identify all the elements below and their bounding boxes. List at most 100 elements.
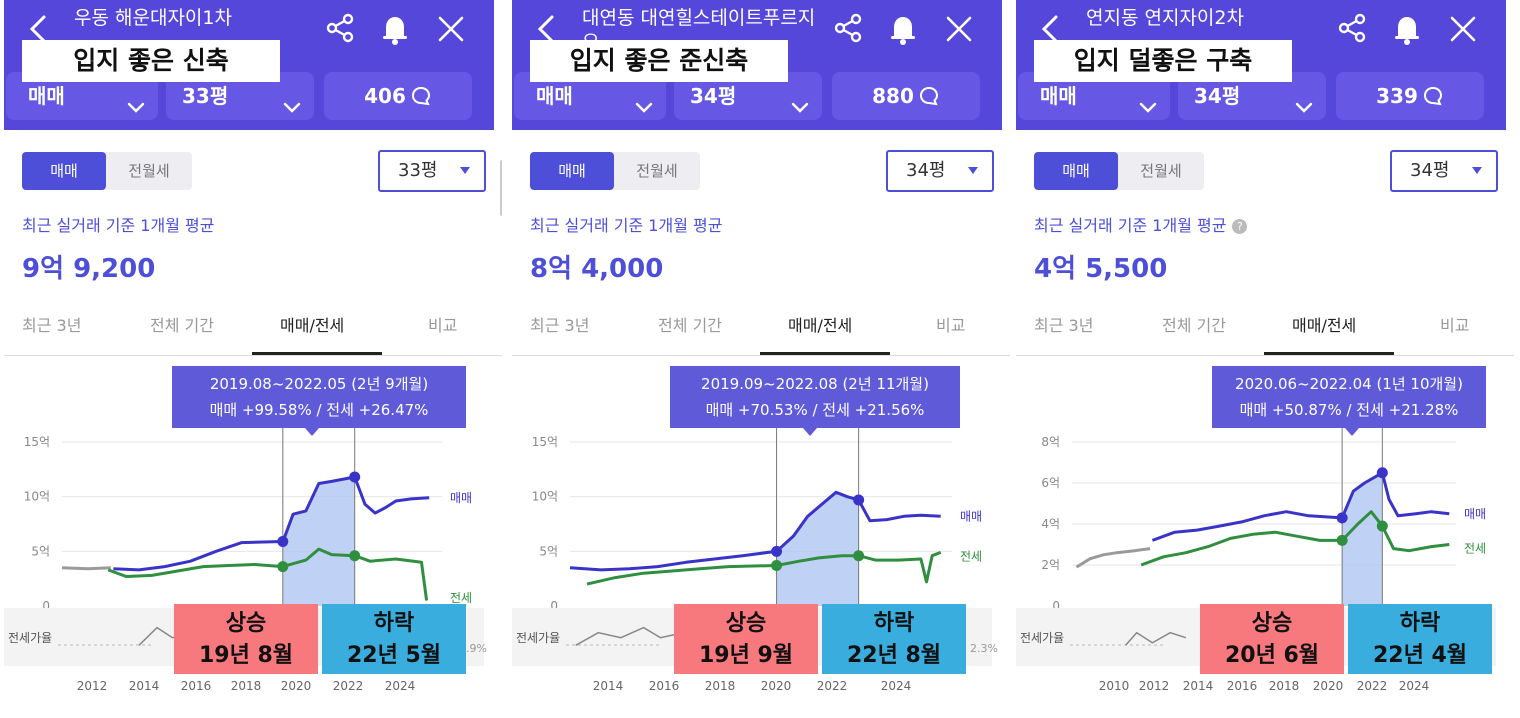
tab-sale[interactable]: 매매 xyxy=(1034,152,1118,190)
tab-sale-jeonse[interactable]: 매매/전세 xyxy=(280,316,345,335)
tab-rent[interactable]: 전월세 xyxy=(1140,162,1182,180)
scrollbar[interactable] xyxy=(500,160,502,216)
pyeong-dropdown-value: 33평 xyxy=(398,160,438,181)
tooltip-arrow xyxy=(1345,428,1359,436)
share-icon[interactable] xyxy=(832,12,864,44)
tooltip-arrow xyxy=(305,428,319,436)
help-icon[interactable]: ? xyxy=(1232,219,1248,234)
period-tooltip: 2019.09~2022.08 (2년 11개월) 매매 +70.53% / 전세… xyxy=(670,366,960,428)
period-tooltip: 2019.08~2022.05 (2년 9개월) 매매 +99.58% / 전세 … xyxy=(172,366,466,428)
jeonse-series-label: 전세 xyxy=(1464,542,1486,556)
x-tick-label: 2018 xyxy=(1269,679,1300,693)
period-marker xyxy=(1376,520,1388,532)
x-tick-label: 2022 xyxy=(1357,679,1388,693)
bell-icon[interactable] xyxy=(378,12,412,46)
fall-title: 하락 xyxy=(873,611,915,636)
close-icon[interactable] xyxy=(436,14,466,44)
tab-sale-jeonse[interactable]: 매매/전세 xyxy=(788,316,853,335)
period-tooltip: 2020.06~2022.04 (1년 10개월) 매매 +50.87% / 전세… xyxy=(1212,366,1486,428)
bell-icon[interactable] xyxy=(1390,12,1424,46)
tab-rent[interactable]: 전월세 xyxy=(128,162,170,180)
jeonse-series-label: 전세 xyxy=(450,591,472,605)
sale-price-line xyxy=(113,475,430,572)
trade-toggle: 매매 전월세 xyxy=(22,152,192,190)
back-chevron-icon[interactable] xyxy=(26,14,52,44)
rise-title: 상승 xyxy=(725,611,767,636)
close-icon[interactable] xyxy=(1448,14,1478,44)
x-tick-label: 2016 xyxy=(649,679,680,693)
rise-period-fill xyxy=(1342,472,1383,606)
back-chevron-icon[interactable] xyxy=(534,14,560,44)
x-tick-label: 2012 xyxy=(1139,679,1170,693)
fall-date: 22년 4월 xyxy=(1372,643,1468,668)
tab-all-period[interactable]: 전체 기간 xyxy=(658,316,722,335)
trade-toggle: 매매 전월세 xyxy=(530,152,700,190)
app-header: 연지동 연지자이2차 매매 34평 339 입지 덜좋은 구축 xyxy=(1016,0,1506,130)
close-icon[interactable] xyxy=(944,14,974,44)
rise-annotation: 상승 20년 6월 xyxy=(1200,604,1344,674)
app-screen-1: 우동 해운대자이1차 매매 33평 406 입지 좋은 신축 매매 전월세 33평 최근 실거래… xyxy=(4,0,502,718)
x-tick-label: 2024 xyxy=(881,679,912,693)
rate-label: 전세가율 xyxy=(8,631,52,645)
y-tick-label: 0 xyxy=(1052,599,1060,613)
rate-label: 전세가율 xyxy=(1020,631,1064,645)
tab-recent-3y[interactable]: 최근 3년 xyxy=(22,316,82,335)
comments-button[interactable]: 406 xyxy=(324,72,472,120)
rise-date: 19년 9월 xyxy=(698,643,794,668)
average-label-row: 최근 실거래 기준 1개월 평균 xyxy=(22,212,214,236)
share-icon[interactable] xyxy=(324,12,356,44)
tab-compare[interactable]: 비교 xyxy=(936,316,966,335)
average-label: 최근 실거래 기준 1개월 평균 xyxy=(22,216,215,235)
y-tick-label: 2억 xyxy=(1041,558,1060,572)
chevron-down-icon xyxy=(282,86,302,113)
share-icon[interactable] xyxy=(1336,12,1368,44)
sale-series-label: 매매 xyxy=(1464,507,1486,521)
tab-all-period[interactable]: 전체 기간 xyxy=(150,316,214,335)
period-marker xyxy=(277,561,289,573)
x-tick-label: 2010 xyxy=(1099,679,1130,693)
y-tick-label: 10억 xyxy=(24,490,50,504)
tab-rent[interactable]: 전월세 xyxy=(636,162,678,180)
tab-sale[interactable]: 매매 xyxy=(22,152,106,190)
location-caption: 입지 좋은 준신축 xyxy=(530,40,788,82)
period-tabs: 최근 3년 전체 기간 매매/전세 비교 xyxy=(4,300,502,356)
tooltip-change: 매매 +99.58% / 전세 +26.47% xyxy=(209,401,429,419)
pyeong-dropdown[interactable]: 34평 xyxy=(886,150,994,192)
comments-button[interactable]: 339 xyxy=(1336,72,1484,120)
tab-compare[interactable]: 비교 xyxy=(428,316,458,335)
x-tick-label: 2016 xyxy=(181,679,212,693)
back-chevron-icon[interactable] xyxy=(1038,14,1064,44)
trade-type-value: 매매 xyxy=(28,84,65,108)
y-tick-label: 15억 xyxy=(532,435,558,449)
tab-sale-jeonse[interactable]: 매매/전세 xyxy=(1292,316,1357,335)
fall-date: 22년 8월 xyxy=(846,643,942,668)
x-tick-label: 2014 xyxy=(593,679,624,693)
x-tick-label: 2020 xyxy=(1313,679,1344,693)
pyeong-dropdown[interactable]: 34평 xyxy=(1390,150,1498,192)
tab-recent-3y[interactable]: 최근 3년 xyxy=(1034,316,1094,335)
app-screen-3: 연지동 연지자이2차 매매 34평 339 입지 덜좋은 구축 매매 전월세 34평 최근 실거… xyxy=(1016,0,1514,718)
rise-title: 상승 xyxy=(225,611,267,636)
dropdown-triangle-icon xyxy=(460,167,470,174)
comments-button[interactable]: 880 xyxy=(832,72,980,120)
pyeong-dropdown[interactable]: 33평 xyxy=(378,150,486,192)
average-label: 최근 실거래 기준 1개월 평균 xyxy=(1034,216,1227,235)
tab-sale[interactable]: 매매 xyxy=(530,152,614,190)
fall-title: 하락 xyxy=(1399,611,1441,636)
x-tick-label: 2014 xyxy=(129,679,160,693)
pyeong-dropdown-value: 34평 xyxy=(1410,160,1450,181)
y-tick-label: 4억 xyxy=(1041,517,1060,531)
location-caption: 입지 덜좋은 구축 xyxy=(1034,40,1292,82)
average-label-row: 최근 실거래 기준 1개월 평균? xyxy=(1034,212,1248,236)
tab-all-period[interactable]: 전체 기간 xyxy=(1162,316,1226,335)
x-tick-label: 2012 xyxy=(77,679,108,693)
x-tick-label: 2024 xyxy=(385,679,416,693)
fall-annotation: 하락 22년 4월 xyxy=(1348,604,1492,674)
pyeong-select[interactable]: 33평 xyxy=(166,72,314,120)
tab-recent-3y[interactable]: 최근 3년 xyxy=(530,316,590,335)
sale-price-line xyxy=(569,490,941,572)
y-tick-label: 0 xyxy=(550,599,558,613)
tab-compare[interactable]: 비교 xyxy=(1440,316,1470,335)
bell-icon[interactable] xyxy=(886,12,920,46)
